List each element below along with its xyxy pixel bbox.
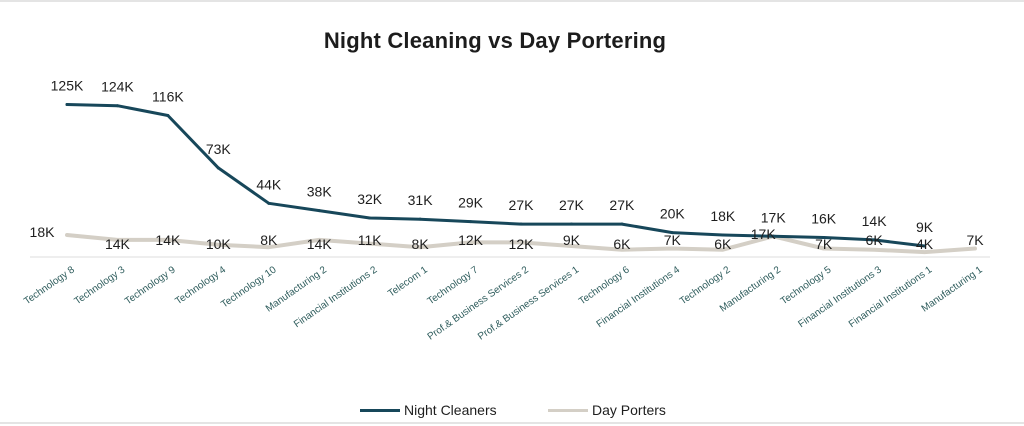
data-label: 12K — [509, 236, 535, 252]
data-label: 6K — [714, 236, 732, 252]
x-tick-label: Technology 9 — [123, 264, 178, 307]
data-label: 14K — [155, 232, 181, 248]
data-point — [469, 220, 473, 224]
data-label: 125K — [51, 78, 84, 94]
data-point — [115, 104, 119, 108]
data-point — [115, 238, 119, 242]
data-label: 20K — [660, 206, 686, 222]
data-label: 16K — [811, 210, 837, 226]
data-point — [872, 238, 876, 242]
x-tick-label: Prof.& Business Services 1 — [476, 264, 581, 342]
data-label: 73K — [206, 141, 232, 157]
data-label: 14K — [862, 213, 888, 229]
data-label: 27K — [509, 197, 535, 213]
data-label: 7K — [664, 232, 682, 248]
data-point — [620, 248, 624, 252]
data-point — [721, 248, 725, 252]
data-label: 27K — [609, 197, 635, 213]
data-point — [216, 166, 220, 170]
data-point — [469, 240, 473, 244]
data-label: 17K — [761, 209, 787, 225]
data-label: 4K — [916, 236, 934, 252]
data-label: 27K — [559, 197, 585, 213]
data-point — [317, 209, 321, 213]
data-point — [822, 246, 826, 250]
data-point — [317, 238, 321, 242]
data-label: 6K — [866, 232, 884, 248]
data-point — [418, 217, 422, 221]
chart-legend: Night Cleaners Day Porters — [0, 400, 1024, 420]
data-point — [620, 222, 624, 226]
data-label: 17K — [751, 226, 777, 242]
data-point — [166, 238, 170, 242]
data-point — [872, 248, 876, 252]
data-label: 14K — [105, 236, 131, 252]
data-label: 32K — [357, 191, 383, 207]
legend-swatch — [548, 408, 588, 412]
data-point — [519, 240, 523, 244]
legend-label: Day Porters — [592, 402, 666, 418]
data-point — [216, 243, 220, 247]
legend-label: Night Cleaners — [404, 402, 497, 418]
data-label: 9K — [563, 232, 581, 248]
data-point — [721, 233, 725, 237]
data-label: 124K — [101, 79, 134, 95]
series-line-night-cleaners — [65, 103, 927, 248]
data-point — [923, 244, 927, 248]
data-point — [973, 246, 977, 250]
data-label: 38K — [307, 184, 333, 200]
data-point — [923, 250, 927, 254]
chart-title: Night Cleaning vs Day Portering — [323, 28, 667, 53]
data-point — [822, 235, 826, 239]
data-point — [569, 244, 573, 248]
data-label: 8K — [260, 232, 278, 248]
x-tick-label: Technology 8 — [22, 264, 77, 307]
data-label: 7K — [966, 232, 984, 248]
data-point — [569, 222, 573, 226]
data-label: 10K — [206, 236, 232, 252]
data-point — [670, 231, 674, 235]
data-label: 7K — [815, 236, 833, 252]
legend-item: Night Cleaners — [360, 400, 497, 420]
data-point — [267, 245, 271, 249]
data-point — [166, 113, 170, 117]
data-label: 6K — [613, 236, 631, 252]
data-label: 14K — [307, 236, 333, 252]
data-point — [267, 201, 271, 205]
data-point — [670, 246, 674, 250]
data-label: 9K — [916, 219, 934, 235]
data-label: 11K — [358, 232, 383, 248]
data-label: 44K — [256, 176, 282, 192]
x-tick-label: Financial Institutions 4 — [595, 264, 683, 330]
x-tick-label: Telecom 1 — [386, 264, 430, 299]
data-label: 18K — [30, 224, 56, 240]
data-point — [65, 103, 69, 106]
data-point — [418, 245, 422, 249]
x-tick-label: Financial Institutions 3 — [796, 264, 884, 330]
x-tick-label: Technology 3 — [73, 264, 128, 307]
data-label: 29K — [458, 195, 484, 211]
data-label: 8K — [412, 236, 430, 252]
legend-swatch — [360, 408, 400, 412]
data-label: 116K — [152, 88, 184, 104]
data-point — [368, 242, 372, 246]
data-point — [519, 222, 523, 226]
data-label: 12K — [458, 232, 484, 248]
data-point — [771, 234, 775, 238]
data-point — [368, 216, 372, 220]
x-tick-label: Financial Institutions 1 — [847, 264, 935, 330]
legend-item: Day Porters — [548, 400, 666, 420]
data-point — [65, 233, 69, 237]
data-label: 31K — [408, 192, 434, 208]
x-tick-label: Financial Institutions 2 — [292, 264, 380, 330]
data-label: 18K — [710, 208, 736, 224]
